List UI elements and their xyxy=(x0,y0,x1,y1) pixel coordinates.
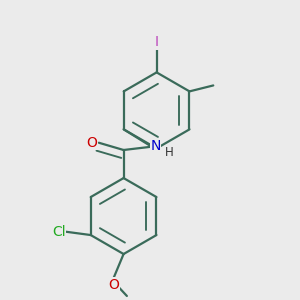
Text: H: H xyxy=(164,146,173,159)
Text: Cl: Cl xyxy=(52,225,65,239)
Text: N: N xyxy=(150,139,161,153)
Text: I: I xyxy=(154,35,159,49)
Text: O: O xyxy=(86,136,97,150)
Text: O: O xyxy=(108,278,119,292)
